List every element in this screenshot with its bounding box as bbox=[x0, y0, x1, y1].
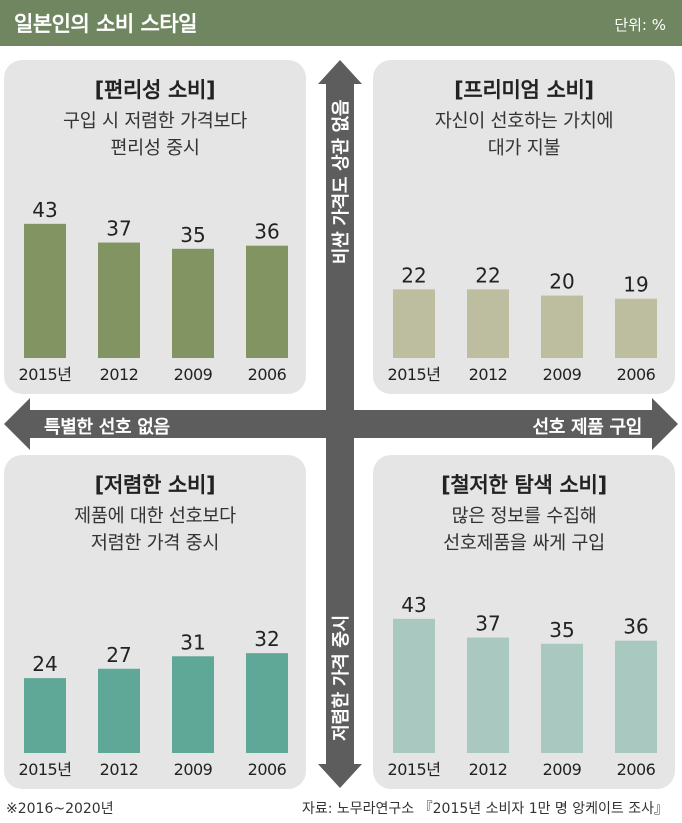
category-label: 2012 bbox=[469, 365, 508, 384]
bar bbox=[541, 643, 583, 753]
data-label: 36 bbox=[623, 615, 648, 639]
data-label: 35 bbox=[180, 223, 205, 247]
source-credit: 자료: 노무라연구소 『2015년 소비자 1만 명 앙케이트 조사』 bbox=[301, 801, 668, 817]
bar bbox=[615, 298, 657, 358]
data-label: 37 bbox=[475, 612, 500, 636]
category-label: 2006 bbox=[248, 760, 287, 779]
panel-description: 많은 정보를 수집해 선호제품을 싸게 구입 bbox=[443, 506, 605, 554]
bar bbox=[467, 289, 509, 358]
bar bbox=[172, 656, 214, 753]
category-label: 2009 bbox=[174, 365, 213, 384]
panel-description: 제품에 대한 선호보다 저렴한 가격 중시 bbox=[74, 506, 236, 554]
panel-thorough: [철저한 탐색 소비] 많은 정보를 수집해 선호제품을 싸게 구입 43 201… bbox=[373, 455, 675, 789]
category-label: 2015년 bbox=[19, 760, 72, 779]
category-label: 2015년 bbox=[388, 760, 441, 779]
bar-chart-premium: 22 2015년 22 2012 20 2009 19 2006 bbox=[388, 263, 657, 384]
panel-title: [저렴한 소비] bbox=[94, 473, 216, 497]
category-label: 2006 bbox=[248, 365, 287, 384]
panel-title: [프리미엄 소비] bbox=[454, 78, 594, 102]
page-title: 일본인의 소비 스타일 bbox=[14, 12, 198, 36]
bar bbox=[246, 245, 288, 358]
axis-label-top: 비싼 가격도 상관 없음 bbox=[331, 99, 352, 265]
axis-label-bottom: 저렴한 가격 중시 bbox=[331, 615, 352, 741]
category-label: 2009 bbox=[543, 365, 582, 384]
unit-label: 단위: % bbox=[614, 16, 666, 34]
panel-convenience: [편리성 소비] 구입 시 저렴한 가격보다 편리성 중시 43 2015년 37 2… bbox=[4, 60, 306, 394]
category-label: 2009 bbox=[543, 760, 582, 779]
category-label: 2015년 bbox=[19, 365, 72, 384]
data-label: 19 bbox=[623, 273, 648, 297]
axis-label-right: 선호 제품 구입 bbox=[532, 417, 643, 438]
category-label: 2006 bbox=[617, 365, 656, 384]
bar bbox=[24, 223, 66, 358]
panel-description: 자신이 선호하는 가치에 대가 지불 bbox=[434, 111, 614, 159]
bar bbox=[246, 653, 288, 753]
data-label: 43 bbox=[32, 198, 57, 222]
bar-chart-thorough: 43 2015년 37 2012 35 2009 36 2006 bbox=[388, 593, 657, 779]
axis-label-left: 특별한 선호 없음 bbox=[44, 417, 170, 438]
data-label: 22 bbox=[401, 263, 426, 287]
bar bbox=[24, 678, 66, 753]
category-label: 2012 bbox=[469, 760, 508, 779]
data-label: 31 bbox=[180, 630, 205, 654]
bar bbox=[541, 295, 583, 358]
data-label: 27 bbox=[106, 643, 131, 667]
bar bbox=[467, 637, 509, 753]
bar bbox=[393, 618, 435, 753]
bar bbox=[98, 242, 140, 358]
panel-cheap: [저렴한 소비] 제품에 대한 선호보다 저렴한 가격 중시 24 2015년 27… bbox=[4, 455, 306, 789]
category-label: 2012 bbox=[100, 365, 139, 384]
bar bbox=[615, 640, 657, 753]
panel-premium: [프리미엄 소비] 자신이 선호하는 가치에 대가 지불 22 2015년 22 20… bbox=[373, 60, 675, 394]
bar-chart-cheap: 24 2015년 27 2012 31 2009 32 2006 bbox=[19, 627, 288, 779]
category-label: 2006 bbox=[617, 760, 656, 779]
data-label: 20 bbox=[549, 270, 574, 294]
bar bbox=[172, 248, 214, 358]
data-label: 22 bbox=[475, 263, 500, 287]
data-label: 35 bbox=[549, 618, 574, 642]
panel-title: [편리성 소비] bbox=[94, 78, 216, 102]
data-label: 37 bbox=[106, 217, 131, 241]
category-label: 2012 bbox=[100, 760, 139, 779]
data-label: 32 bbox=[254, 627, 279, 651]
bar bbox=[393, 289, 435, 358]
header-bar: 일본인의 소비 스타일 단위: % bbox=[0, 0, 682, 46]
category-label: 2009 bbox=[174, 760, 213, 779]
bar-chart-convenience: 43 2015년 37 2012 35 2009 36 2006 bbox=[19, 198, 288, 384]
data-label: 24 bbox=[32, 652, 57, 676]
bar bbox=[98, 668, 140, 753]
panel-title: [철저한 탐색 소비] bbox=[441, 473, 607, 497]
footnote: ※2016~2020년 bbox=[6, 801, 114, 817]
vertical-axis-arrow bbox=[318, 60, 362, 788]
data-label: 36 bbox=[254, 220, 279, 244]
panel-description: 구입 시 저렴한 가격보다 편리성 중시 bbox=[63, 111, 247, 159]
category-label: 2015년 bbox=[388, 365, 441, 384]
data-label: 43 bbox=[401, 593, 426, 617]
